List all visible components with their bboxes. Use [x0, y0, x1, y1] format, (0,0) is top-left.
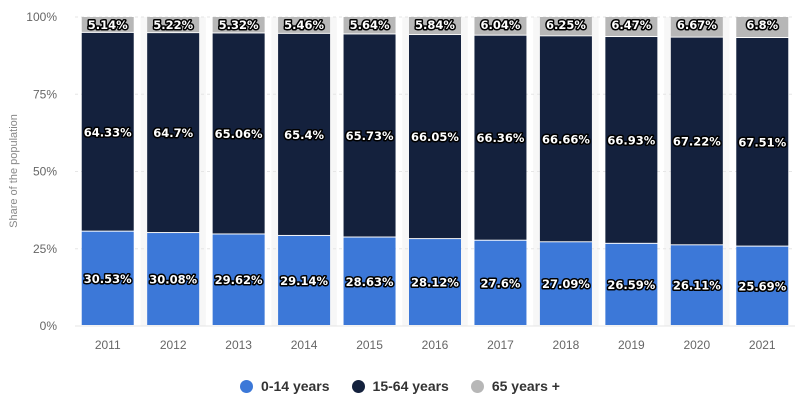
bar-segment[interactable] — [736, 246, 789, 325]
x-tick-label: 2018 — [553, 338, 580, 352]
bar-segment[interactable] — [343, 17, 396, 34]
bar-segment[interactable] — [474, 17, 527, 35]
bar-segment[interactable] — [474, 35, 527, 240]
legend: 0-14 years 15-64 years 65 years + — [0, 378, 800, 394]
data-label: 6.25% — [546, 18, 586, 32]
bar-segment[interactable] — [81, 32, 134, 231]
legend-marker-65-plus — [470, 379, 484, 393]
data-label: 6.67% — [677, 18, 717, 32]
bar-segment[interactable] — [212, 234, 265, 325]
legend-label-0-14: 0-14 years — [261, 378, 330, 394]
bar-segment[interactable] — [670, 245, 723, 325]
bar-segment[interactable] — [147, 17, 200, 33]
data-label: 5.32% — [219, 18, 259, 32]
bar-segment[interactable] — [409, 239, 461, 325]
data-label: 26.11% — [673, 279, 721, 293]
data-label: 64.33% — [84, 125, 132, 139]
bar-segment[interactable] — [605, 243, 658, 325]
data-label: 5.84% — [415, 18, 455, 32]
legend-item-0-14[interactable]: 0-14 years — [240, 378, 330, 394]
bar-segment[interactable] — [736, 17, 789, 38]
x-tick-label: 2011 — [95, 338, 121, 352]
bar-segment[interactable] — [278, 33, 331, 235]
y-tick-label: 0% — [40, 319, 58, 333]
y-tick-label: 50% — [33, 165, 57, 179]
y-tick-label: 25% — [33, 242, 57, 256]
bar-segment[interactable] — [670, 17, 723, 37]
data-label: 66.05% — [411, 130, 459, 144]
bar-segment[interactable] — [278, 17, 331, 33]
data-label: 30.53% — [84, 272, 132, 286]
legend-item-65-plus[interactable]: 65 years + — [470, 378, 560, 394]
x-tick-label: 2012 — [160, 338, 187, 352]
bar-segment[interactable] — [605, 17, 658, 37]
data-label: 65.73% — [346, 129, 394, 143]
data-label: 66.36% — [477, 131, 525, 145]
bar-segment[interactable] — [278, 235, 331, 325]
bar-segment[interactable] — [605, 37, 658, 243]
data-label: 6.8% — [746, 18, 778, 32]
data-label: 65.06% — [215, 127, 263, 141]
data-label: 64.7% — [153, 126, 193, 140]
bar-segment[interactable] — [409, 35, 461, 239]
bar-segment[interactable] — [539, 36, 592, 242]
bar-segment[interactable] — [81, 17, 134, 32]
bar-segment[interactable] — [81, 231, 134, 325]
data-label: 66.93% — [607, 133, 655, 147]
bar-segment[interactable] — [670, 37, 723, 245]
bar-segment[interactable] — [343, 237, 396, 325]
bar-segment[interactable] — [736, 38, 789, 246]
data-label: 5.14% — [88, 18, 128, 32]
legend-label-15-64: 15-64 years — [372, 378, 449, 394]
y-tick-label: 75% — [33, 87, 57, 101]
legend-item-15-64[interactable]: 15-64 years — [351, 378, 449, 394]
data-label: 28.63% — [346, 275, 394, 289]
data-label: 5.22% — [153, 18, 193, 32]
bar-segment[interactable] — [409, 16, 461, 35]
data-label: 5.46% — [284, 18, 324, 32]
data-label: 30.08% — [149, 273, 197, 287]
y-tick-label: 100% — [26, 10, 57, 24]
data-label: 25.69% — [738, 279, 786, 293]
data-label: 65.4% — [284, 128, 324, 142]
x-tick-label: 2016 — [422, 338, 449, 352]
data-label: 67.51% — [738, 135, 786, 149]
legend-marker-15-64 — [351, 379, 365, 393]
data-label: 27.6% — [481, 276, 521, 290]
x-tick-label: 2019 — [618, 338, 645, 352]
bar-segment[interactable] — [539, 242, 592, 325]
data-label: 28.12% — [411, 276, 459, 290]
data-label: 5.64% — [350, 18, 390, 32]
data-label: 29.14% — [280, 274, 328, 288]
bar-segment[interactable] — [212, 33, 265, 234]
data-label: 27.09% — [542, 277, 590, 291]
stacked-bar-chart: Share of the population 30.53% 64.33% 5.14… — [8, 10, 795, 352]
bar-segment[interactable] — [147, 33, 200, 233]
bar-segment[interactable] — [147, 233, 200, 325]
data-label: 6.47% — [611, 18, 651, 32]
data-label: 6.04% — [481, 18, 521, 32]
x-tick-label: 2014 — [291, 338, 318, 352]
data-label: 26.59% — [607, 278, 655, 292]
bar-segment[interactable] — [539, 17, 592, 36]
x-tick-label: 2017 — [487, 338, 514, 352]
x-tick-label: 2021 — [749, 338, 776, 352]
legend-marker-0-14 — [240, 379, 254, 393]
legend-label-65-plus: 65 years + — [491, 378, 560, 394]
bar-segment[interactable] — [343, 34, 396, 237]
x-tick-label: 2015 — [356, 338, 383, 352]
bar-segment[interactable] — [474, 240, 527, 325]
x-tick-label: 2020 — [683, 338, 710, 352]
x-tick-label: 2013 — [225, 338, 252, 352]
data-label: 29.62% — [215, 273, 263, 287]
bar-segment[interactable] — [212, 17, 265, 33]
data-label: 67.22% — [673, 134, 721, 148]
y-axis-label: Share of the population — [8, 114, 20, 228]
data-label: 66.66% — [542, 132, 590, 146]
